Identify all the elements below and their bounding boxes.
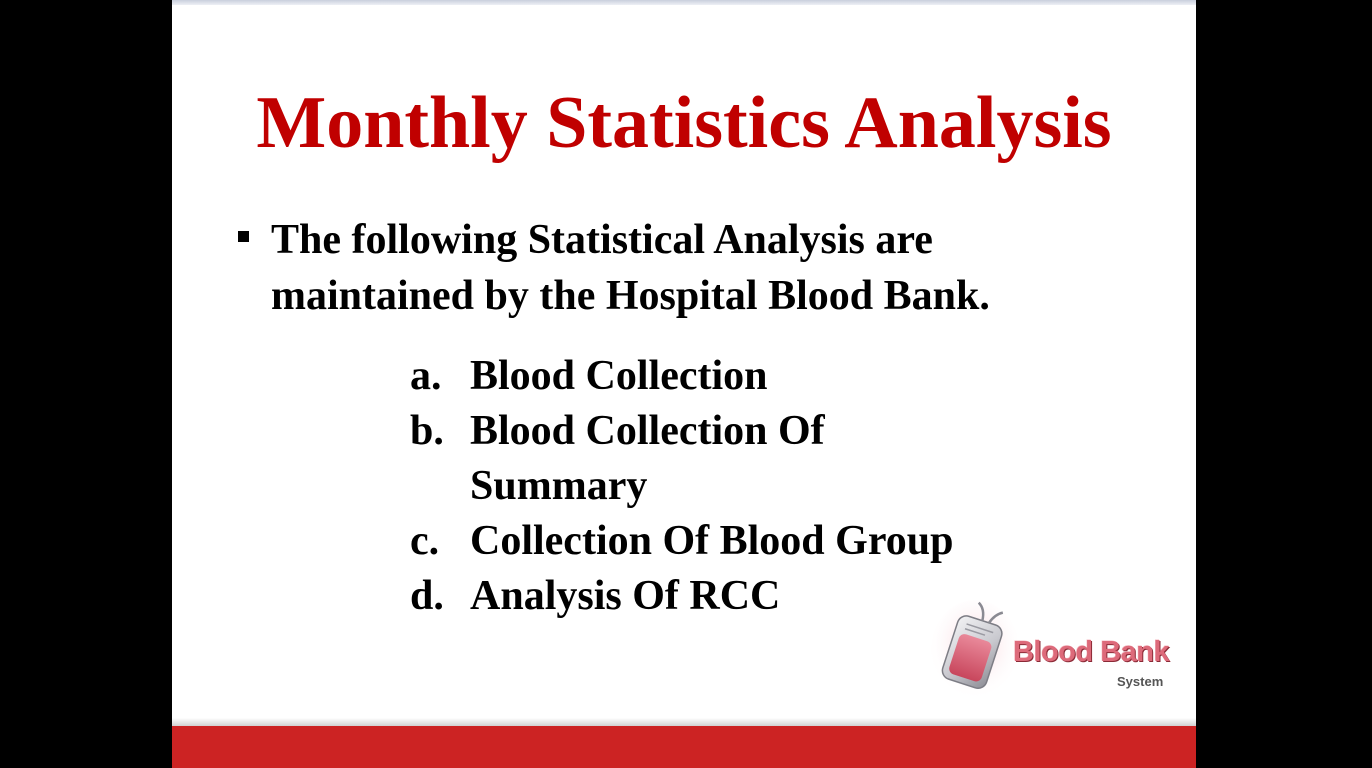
slide-title: Monthly Statistics Analysis [256, 82, 1112, 164]
slide: Monthly Statistics Analysis The followin… [172, 0, 1196, 768]
logo-name: Blood Bank [1013, 636, 1170, 668]
logo-subtitle: System [1117, 674, 1164, 689]
list-item-text: Analysis Of RCC [470, 573, 781, 619]
slide-top-strip [172, 0, 1196, 5]
analysis-list: a. Blood Collection b. Blood Collection … [410, 349, 1050, 624]
slide-bottom-band [172, 718, 1196, 768]
list-marker: d. [410, 573, 444, 619]
list-item-text: Blood Collection Of Summary [470, 408, 825, 509]
list-marker: b. [410, 408, 444, 454]
list-item-a: a. Blood Collection [410, 349, 1050, 404]
list-marker: c. [410, 518, 440, 564]
blood-bank-logo: Blood Bank System [927, 598, 1177, 708]
list-marker: a. [410, 353, 442, 399]
list-item-c: c. Collection Of Blood Group [410, 514, 1050, 569]
list-item-text: Blood Collection [470, 353, 768, 399]
bullet-text: The following Statistical Analysis are m… [271, 217, 990, 319]
list-item-text: Collection Of Blood Group [470, 518, 954, 564]
blood-bag-icon [931, 600, 1017, 700]
list-item-d: d. Analysis Of RCC [410, 569, 1050, 624]
square-bullet-icon [238, 231, 249, 242]
list-item-b: b. Blood Collection Of Summary [410, 404, 1050, 514]
